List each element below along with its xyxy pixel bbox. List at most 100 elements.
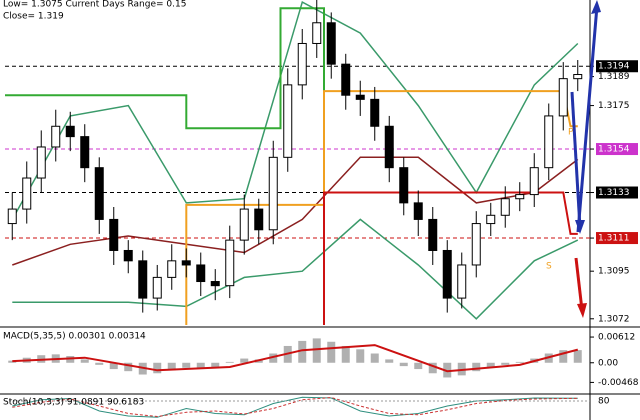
macd-bar (399, 362, 408, 367)
annotation: P (568, 128, 574, 138)
macd-bar (486, 362, 495, 368)
candle-body (384, 125, 394, 169)
macd-bar (167, 362, 176, 371)
macd-bar (370, 353, 379, 363)
macd-bar (312, 338, 321, 363)
arrow-head (591, 0, 601, 14)
candle-body (573, 74, 583, 80)
macd-bar (443, 362, 452, 378)
forecast-arrows (570, 0, 601, 318)
y-tick-label: -0.00468 (598, 378, 639, 388)
price-box (596, 60, 638, 73)
macd-bar (356, 349, 365, 363)
candle-body (500, 198, 510, 216)
panel-label: MACD(5,35,5) 0.00301 0.00314 (3, 332, 146, 342)
candle-body (326, 22, 336, 65)
y-tick-label: 80 (598, 397, 610, 407)
candle-body (355, 94, 365, 100)
y-tick-label: 1.3154 (598, 145, 630, 155)
indicator-line (5, 7, 325, 325)
candle-body (196, 264, 206, 283)
macd-bar (428, 362, 437, 374)
candle-body (544, 115, 554, 169)
candle-body (442, 249, 452, 299)
candle-body (370, 98, 380, 127)
macd-bar (66, 356, 75, 363)
candle-body (558, 78, 568, 117)
macd-bar (196, 362, 205, 368)
price-box (596, 186, 638, 199)
candle-body (181, 260, 191, 266)
macd-bar (124, 362, 133, 372)
indicator-line (11, 1, 579, 220)
y-tick-label: 1.3194 (598, 62, 630, 72)
y-tick-label: 0.00 (598, 358, 618, 368)
macd-bar (182, 362, 191, 368)
macd-bar (501, 362, 510, 365)
indicator-line (323, 191, 578, 325)
macd-bar (153, 362, 162, 374)
candle-body (471, 223, 481, 266)
candle-body (457, 264, 467, 299)
candle-body (413, 202, 423, 220)
candle-body (297, 42, 307, 86)
y-tick-label: 1.3072 (598, 314, 630, 324)
macd-bar (414, 362, 423, 370)
candle-body (239, 208, 249, 241)
candle-body (283, 84, 293, 158)
macd-bar (95, 362, 104, 365)
indicator-line (12, 396, 578, 418)
candle-body (515, 194, 525, 200)
macd-bar (385, 359, 394, 363)
candle-body (341, 63, 351, 96)
macd-bar (211, 362, 220, 367)
macd-bar (573, 350, 582, 363)
macd-bar (298, 340, 307, 363)
indicator-line (12, 344, 579, 373)
candle-body (428, 218, 438, 251)
arrow-head (577, 303, 587, 318)
price-box (596, 232, 638, 245)
info-text: Close= 1.319 (3, 12, 64, 22)
candle-body (7, 208, 17, 225)
candle-body (268, 156, 278, 231)
macd-bar (8, 360, 17, 363)
y-tick-label: 1.3095 (598, 267, 630, 277)
candle-body (36, 146, 46, 179)
candle-body (51, 125, 61, 148)
candle-body (399, 167, 409, 204)
y-tick-label: 1.3175 (598, 101, 630, 111)
panel-label: Stoch(10,3,3) 91.0891 90.6183 (3, 398, 144, 408)
indicator-line (185, 90, 578, 325)
macd-bar (225, 361, 234, 363)
macd-bar (515, 361, 524, 363)
candle-body (94, 167, 104, 220)
arrow-down-red (574, 257, 584, 311)
candle-body (65, 125, 75, 138)
macd-bar (269, 353, 278, 363)
candle-body (167, 260, 177, 278)
candle-body (80, 136, 90, 169)
info-text: Low= 1.3075 Current Days Range= 0.15 (3, 0, 186, 10)
candle-body (22, 177, 32, 210)
candle-body (138, 260, 148, 299)
candle-body (254, 208, 264, 231)
indicator-line (12, 218, 579, 320)
candle-body (486, 214, 496, 225)
candle-body (152, 276, 162, 299)
arrow-head (575, 220, 585, 234)
candle-body (529, 167, 539, 196)
indicator-line (12, 396, 578, 418)
candle-body (210, 281, 220, 287)
annotation: S (546, 262, 552, 272)
indicator-line (12, 156, 579, 266)
y-tick-label: 1.3133 (598, 188, 630, 198)
candle-body (109, 218, 119, 251)
arrow-up (576, 5, 599, 233)
macd-bar (341, 345, 350, 363)
macd-bar (472, 362, 481, 372)
y-tick-label: 1.3111 (598, 234, 630, 244)
macd-bar (80, 359, 89, 363)
